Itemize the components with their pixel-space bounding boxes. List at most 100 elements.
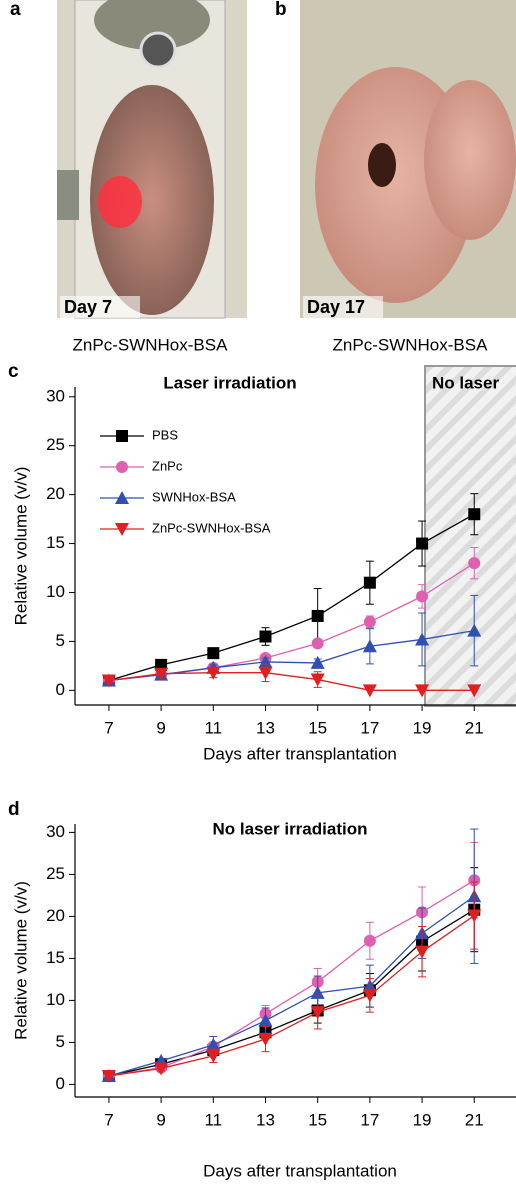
mesh-cap (94, 0, 210, 50)
marker (415, 684, 430, 698)
series (101, 828, 482, 1082)
marker (416, 590, 429, 603)
marker (467, 623, 482, 637)
x-tick-label: 17 (360, 1110, 379, 1129)
laser-spot (98, 176, 142, 228)
y-tick-label: 30 (46, 386, 65, 405)
marker (206, 1037, 221, 1051)
marker (363, 576, 376, 589)
no-laser-region (424, 365, 516, 707)
x-tick-label: 11 (204, 1110, 222, 1129)
scab (368, 143, 396, 187)
panel-label: c (8, 361, 19, 382)
y-tick-label: 15 (46, 948, 65, 967)
x-tick-label: 11 (204, 718, 222, 737)
series-line (108, 909, 475, 1077)
y-axis-label: Relative volume (v/v) (11, 881, 30, 1040)
day-tag-bg (60, 296, 140, 318)
marker (468, 508, 481, 521)
y-tick-label: 15 (46, 533, 65, 552)
marker (259, 630, 272, 643)
legend-label: ZnPc-SWNHox-BSA (152, 520, 271, 535)
series (101, 881, 482, 1083)
marker (115, 491, 129, 504)
marker (311, 609, 324, 622)
caption: ZnPc-SWNHox-BSA (73, 335, 229, 354)
y-tick-label: 0 (56, 680, 65, 699)
marker (363, 934, 376, 947)
photo-b (300, 0, 516, 318)
annotation: No laser (432, 373, 499, 392)
marker (206, 666, 221, 680)
y-tick-label: 10 (46, 582, 65, 601)
clamp (57, 170, 79, 220)
day-tag-bg (303, 296, 383, 318)
y-tick-label: 20 (46, 484, 65, 503)
x-tick-label: 19 (413, 1110, 432, 1129)
photo-a (57, 0, 247, 319)
mouse (90, 85, 214, 315)
legend-label: ZnPc (152, 458, 183, 473)
series (102, 841, 481, 1082)
y-tick-label: 10 (46, 990, 65, 1009)
marker (101, 674, 116, 688)
marker (258, 666, 273, 680)
marker (310, 673, 325, 687)
x-tick-label: 9 (156, 718, 165, 737)
x-axis-label: Days after transplantation (203, 1161, 397, 1180)
x-tick-label: 13 (256, 1110, 275, 1129)
marker (154, 667, 169, 681)
caption: ZnPc-SWNHox-BSA (333, 335, 489, 354)
series-line (108, 915, 475, 1077)
series (101, 663, 482, 698)
annotation: Laser irradiation (163, 373, 296, 392)
x-tick-label: 9 (156, 1110, 165, 1129)
x-tick-label: 21 (465, 1110, 484, 1129)
marker (363, 615, 376, 628)
x-tick-label: 19 (413, 718, 432, 737)
marker (258, 654, 273, 668)
marker (416, 537, 429, 550)
marker (415, 632, 430, 646)
x-tick-label: 7 (104, 718, 113, 737)
panel-label: b (275, 0, 287, 20)
y-tick-label: 0 (56, 1074, 65, 1093)
marker (115, 523, 129, 536)
legend-label: SWNHox-BSA (152, 489, 236, 504)
marker (467, 684, 482, 698)
series-line (108, 672, 475, 691)
marker (206, 1049, 221, 1063)
marker (310, 1006, 325, 1020)
y-tick-label: 20 (46, 906, 65, 925)
y-tick-label: 5 (56, 1032, 65, 1051)
marker (154, 1062, 169, 1076)
x-axis-label: Days after transplantation (203, 744, 397, 763)
x-tick-label: 13 (256, 718, 275, 737)
series-line (108, 513, 475, 682)
marker (415, 945, 430, 959)
marker (258, 1013, 273, 1027)
series-line (108, 895, 475, 1077)
marker (207, 647, 220, 660)
x-tick-label: 7 (104, 1110, 113, 1129)
marker (311, 637, 324, 650)
y-tick-label: 25 (46, 864, 65, 883)
y-tick-label: 30 (46, 822, 65, 841)
marker (468, 557, 481, 570)
port (139, 31, 177, 69)
legend-label: PBS (152, 427, 178, 442)
marker (116, 430, 128, 442)
y-tick-label: 5 (56, 631, 65, 650)
x-tick-label: 15 (308, 1110, 327, 1129)
marker (362, 639, 377, 653)
marker (362, 684, 377, 698)
x-tick-label: 21 (465, 718, 484, 737)
y-tick-label: 25 (46, 435, 65, 454)
annotation: No laser irradiation (213, 819, 368, 838)
marker (310, 655, 325, 669)
marker (101, 1070, 116, 1083)
tumor (424, 80, 516, 240)
day-tag: Day 17 (307, 297, 365, 317)
marker (116, 461, 128, 473)
